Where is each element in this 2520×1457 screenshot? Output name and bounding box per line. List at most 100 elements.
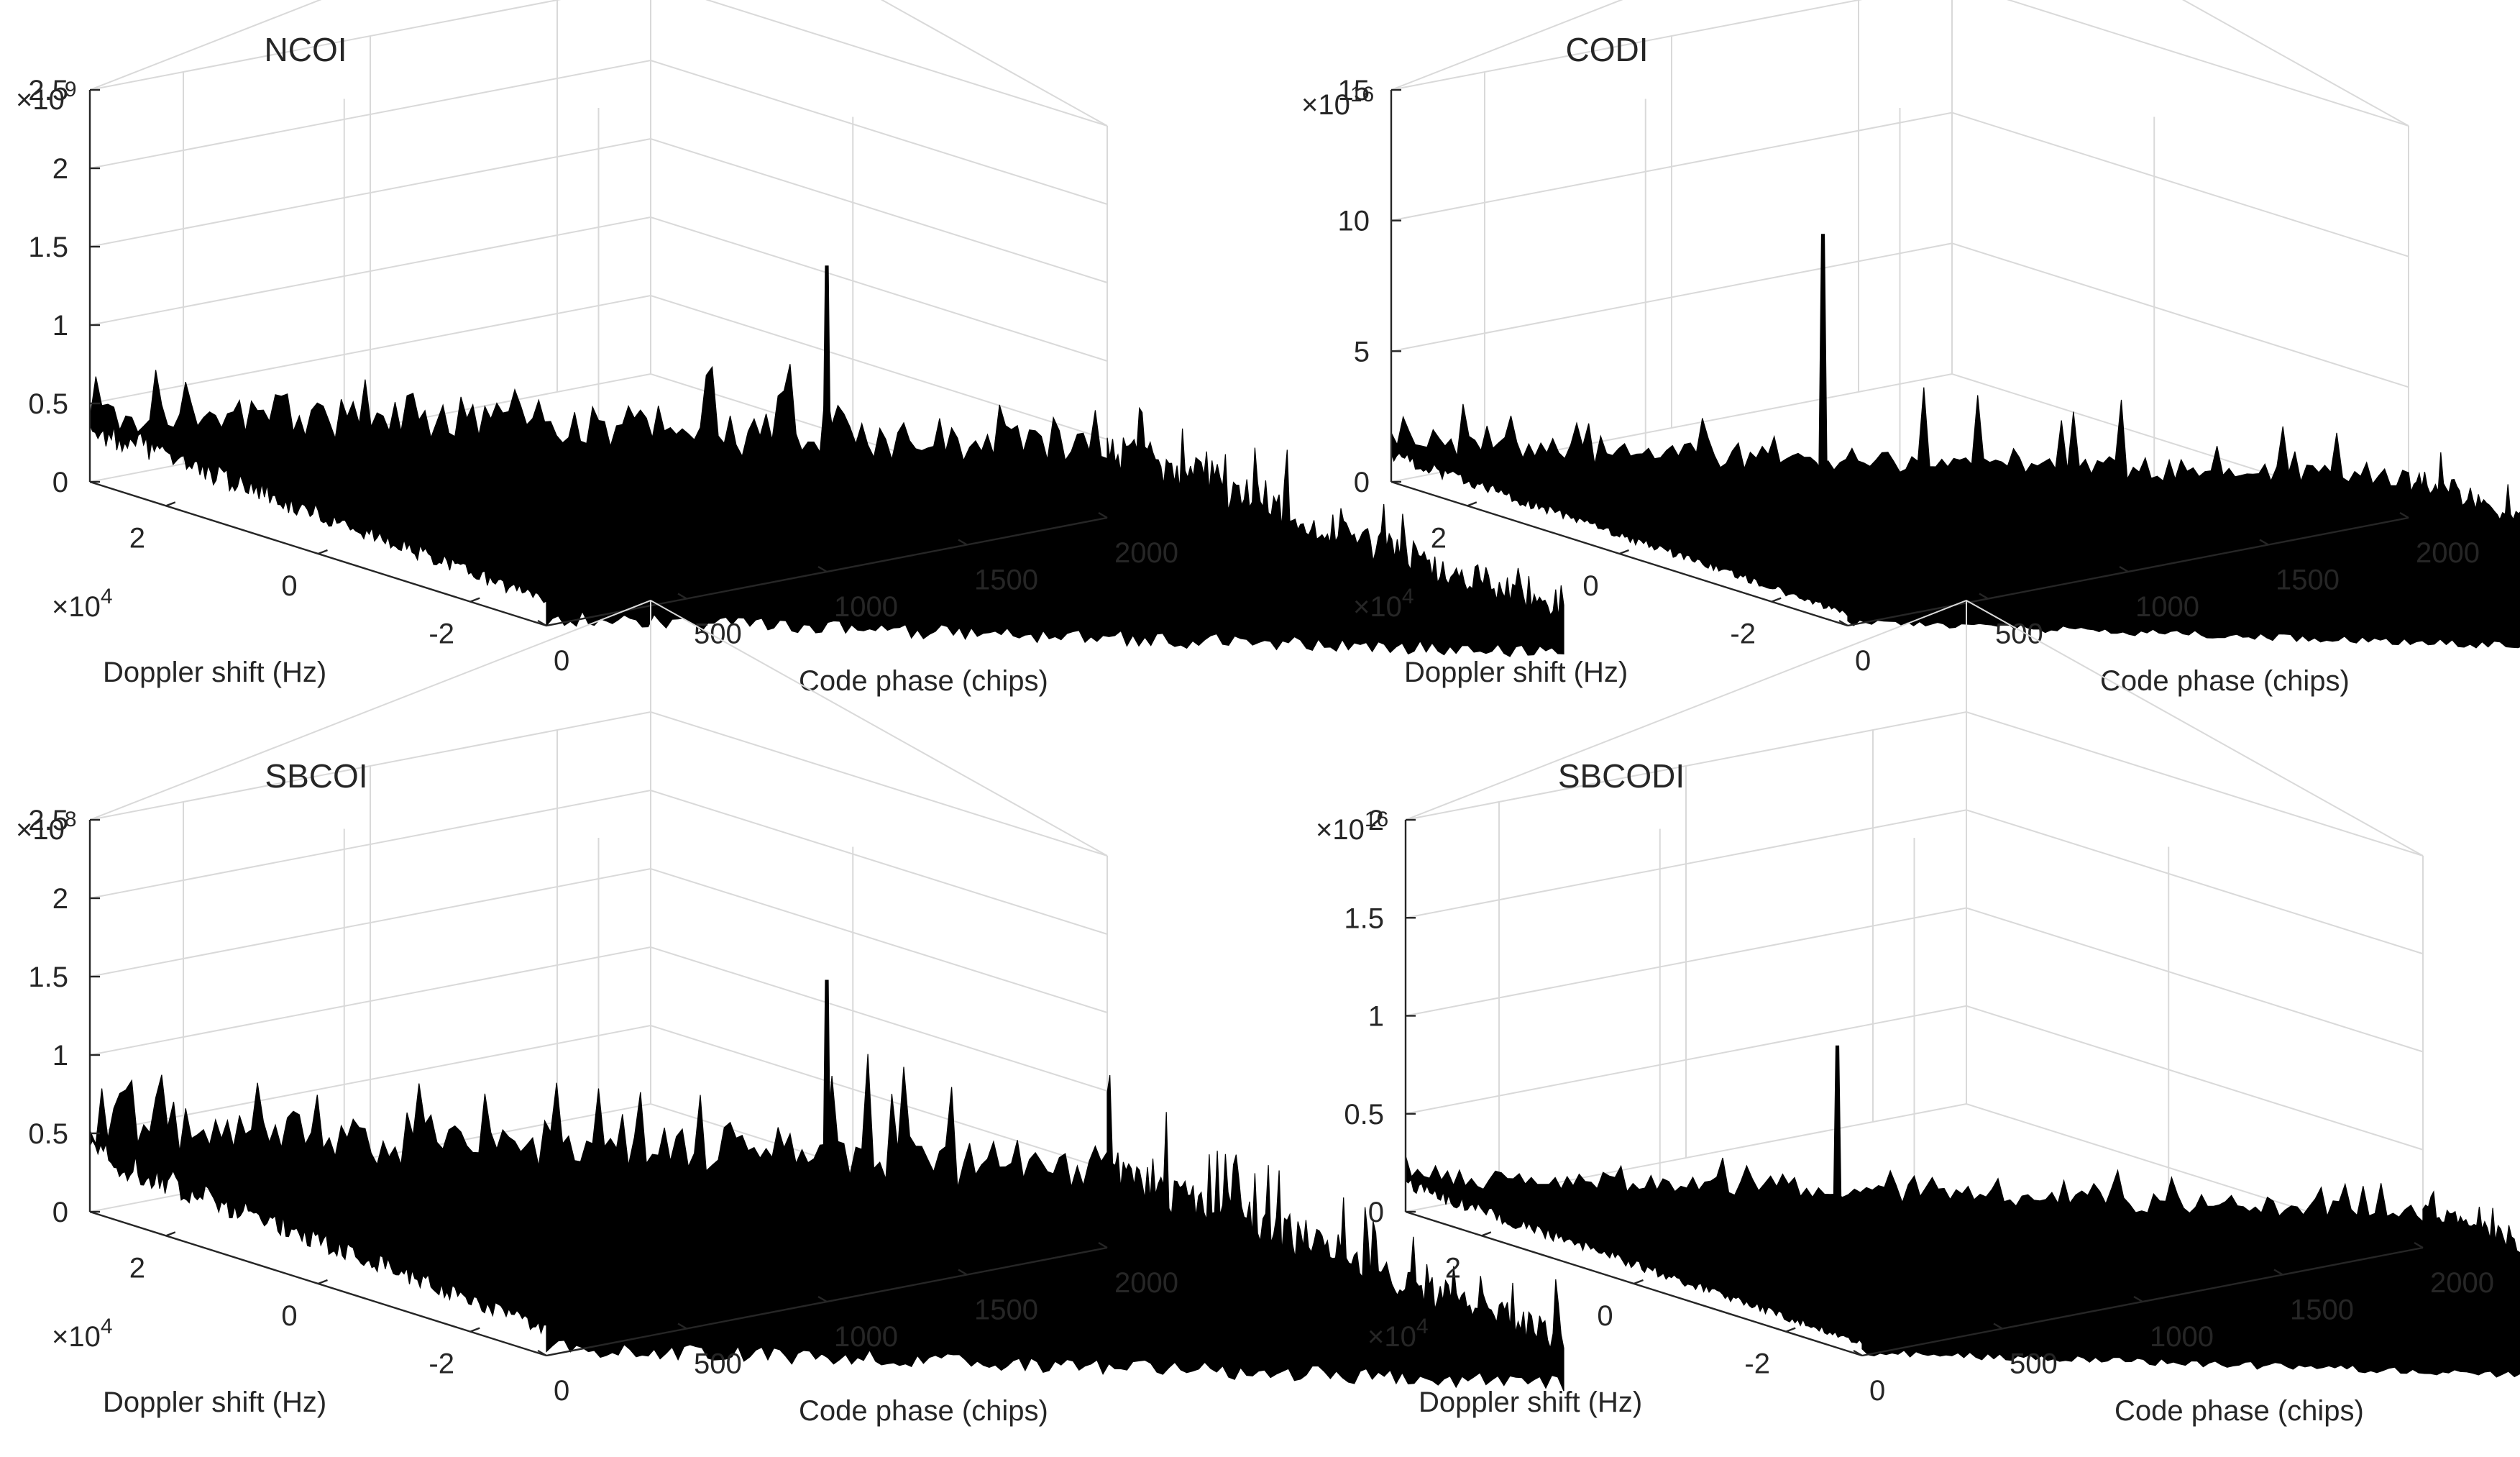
plot-title: NCOI xyxy=(265,31,347,68)
x-tick xyxy=(2414,1241,2424,1249)
x-tick xyxy=(537,619,547,627)
surface-mesh xyxy=(1405,1155,2520,1378)
z-tick-label: 0 xyxy=(1368,1197,1384,1228)
z-gridline xyxy=(1405,711,2424,857)
z-tick-label: 2 xyxy=(52,883,68,915)
z-gridline xyxy=(89,867,1108,1013)
z-tick-label: 0 xyxy=(52,467,68,498)
y-tick-label: 0 xyxy=(281,1300,297,1332)
y-axis-label: Doppler shift (Hz) xyxy=(1404,657,1628,688)
z-tick-label: 1 xyxy=(1368,1001,1384,1033)
surface-mesh xyxy=(1390,387,2520,649)
y-exponent: 4 xyxy=(101,585,113,608)
z-gridline xyxy=(1390,242,2409,388)
z-gridline xyxy=(1405,1005,2424,1151)
x-tick-label: 500 xyxy=(2010,1348,2058,1380)
y-tick-label: 2 xyxy=(1431,522,1447,554)
y-tick xyxy=(165,1231,176,1237)
y-exponent-label: ×104 xyxy=(52,1315,113,1353)
z-tick-label: 0.5 xyxy=(1344,1099,1384,1131)
z-tick-label: 2 xyxy=(52,153,68,185)
x-axis-label: Code phase (chips) xyxy=(799,1395,1048,1427)
axes: 0 0.5 1 1.5 2 2.5 -2 0 2 0 500 1000 1500 2000 xyxy=(28,75,1178,677)
z-tick-label: 1.5 xyxy=(1344,903,1384,934)
correlation-peak xyxy=(1831,1045,1843,1292)
y-tick xyxy=(1785,1327,1796,1333)
x-axis-label: Code phase (chips) xyxy=(2114,1395,2364,1427)
y-tick xyxy=(1467,501,1477,507)
z-tick-label: 10 xyxy=(1338,206,1370,237)
y-exponent-label: ×104 xyxy=(1353,585,1414,623)
y-tick-label: -2 xyxy=(429,1348,454,1380)
plot-title: CODI xyxy=(1566,31,1649,68)
y-tick-label: 0 xyxy=(1597,1300,1613,1332)
x-tick-label: 500 xyxy=(694,618,742,650)
x-tick xyxy=(1098,511,1108,519)
z-tick-label: 0.5 xyxy=(28,1118,68,1150)
z-exponent: 16 xyxy=(1350,83,1374,106)
z-exponent-label: ×108 xyxy=(16,808,77,846)
z-exponent-label: ×1016 xyxy=(1316,808,1388,846)
z-gridline xyxy=(89,1024,1108,1170)
subplot-ncoi: 0 0.5 1 1.5 2 2.5 -2 0 2 0 500 1000 1500 2000 NCOI ×1… xyxy=(16,0,1564,697)
subplot-sbcodi: 0 0.5 1 1.5 2 -2 0 2 0 500 1000 1500 2000 SBCODI ×10… xyxy=(1316,599,2520,1427)
y-tick xyxy=(1771,597,1782,603)
y-exponent: 4 xyxy=(1402,585,1414,608)
z-tick-label: 1 xyxy=(52,310,68,342)
z-gridline xyxy=(89,216,1108,362)
subplot-codi: 0 5 10 15 -2 0 2 0 500 1000 1500 2000 CODI ×1016 ×1… xyxy=(1301,0,2520,697)
x-tick xyxy=(958,1269,968,1276)
x-tick-label: 1000 xyxy=(2150,1321,2214,1353)
plot-title: SBCODI xyxy=(1558,757,1685,795)
x-tick xyxy=(677,593,687,600)
correlation-peak xyxy=(1817,234,1829,562)
z-gridline xyxy=(89,0,1108,127)
x-tick xyxy=(817,565,828,573)
y-tick-label: 2 xyxy=(129,522,145,554)
z-tick-label: 5 xyxy=(1354,336,1370,367)
z-tick-label: 2 xyxy=(1368,805,1384,836)
y-tick-label: 0 xyxy=(1582,570,1598,602)
z-exponent: 16 xyxy=(1365,808,1388,831)
z-gridline xyxy=(89,946,1108,1092)
y-axis-label: Doppler shift (Hz) xyxy=(103,1387,326,1418)
z-tick-label: 0.5 xyxy=(28,388,68,420)
y-tick-label: 0 xyxy=(281,570,297,602)
x-tick xyxy=(2133,1295,2143,1303)
y-tick xyxy=(1634,1279,1644,1285)
x-tick-label: 1500 xyxy=(2276,565,2340,596)
y-tick xyxy=(1481,1231,1492,1237)
y-axis-label: Doppler shift (Hz) xyxy=(1419,1387,1642,1418)
grid xyxy=(1390,0,2409,519)
z-tick-label: 0 xyxy=(1354,467,1370,498)
x-tick-label: 2000 xyxy=(2416,537,2480,569)
y-tick xyxy=(318,549,328,555)
x-tick-label: 0 xyxy=(554,645,569,677)
surface xyxy=(1390,234,2520,649)
y-exponent-label: ×104 xyxy=(52,585,113,623)
plot-title: SBCOI xyxy=(265,757,367,795)
back-wall-left xyxy=(89,0,1108,127)
x-tick-label: 1500 xyxy=(2290,1294,2354,1326)
z-gridline xyxy=(1405,907,2424,1053)
y-exponent-label: ×104 xyxy=(1367,1315,1429,1353)
z-gridline xyxy=(89,59,1108,205)
x-tick-label: 2000 xyxy=(1114,1267,1178,1299)
z-gridline xyxy=(1390,0,2409,127)
axes: 0 0.5 1 1.5 2 2.5 -2 0 2 0 500 1000 1500 2000 xyxy=(28,805,1178,1407)
y-tick xyxy=(469,597,480,603)
x-tick xyxy=(817,1295,828,1303)
axes: 0 5 10 15 -2 0 2 0 500 1000 1500 2000 xyxy=(1338,75,2480,677)
x-tick-label: 1500 xyxy=(974,1294,1038,1326)
x-tick-label: 500 xyxy=(694,1348,742,1380)
z-exponent-label: ×1016 xyxy=(1301,83,1374,121)
y-tick-label: -2 xyxy=(429,618,454,650)
surface xyxy=(89,979,1564,1392)
y-exponent: 4 xyxy=(1416,1315,1429,1338)
z-tick-label: 1.5 xyxy=(28,232,68,263)
z-gridline xyxy=(89,711,1108,857)
x-tick xyxy=(677,1323,687,1330)
z-tick-label: 2.5 xyxy=(28,805,68,836)
